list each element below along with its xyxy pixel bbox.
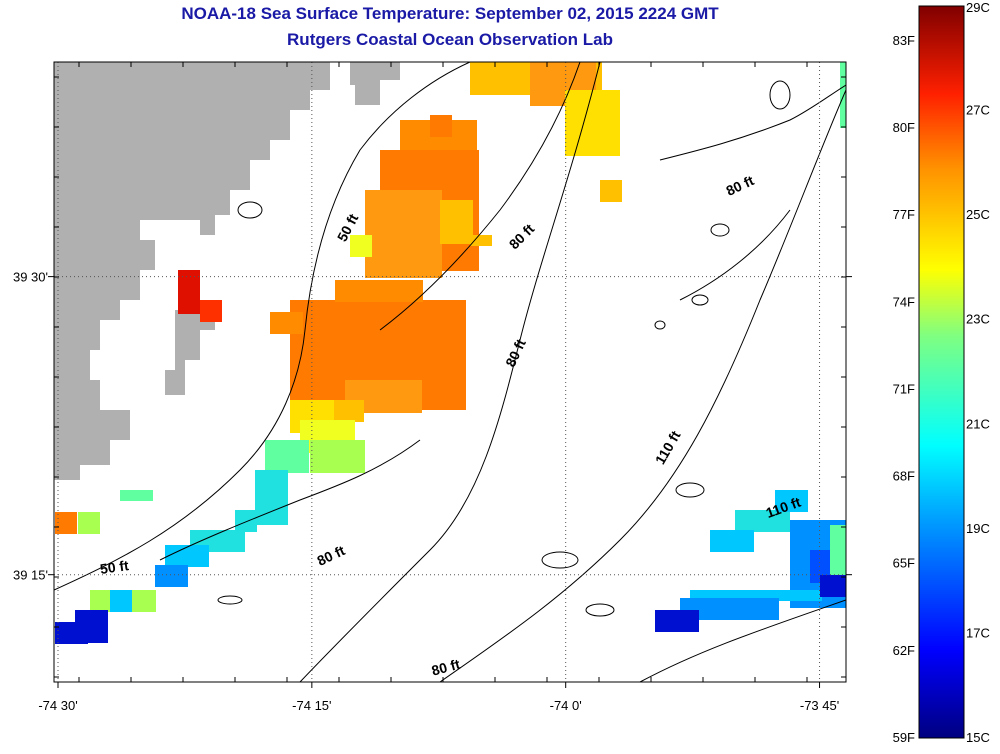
bathymetry-contours — [54, 62, 846, 682]
y-tick-label: 39 30' — [13, 270, 48, 285]
land-cape — [165, 310, 215, 395]
graticule — [54, 62, 846, 682]
x-tick-label: -74 0' — [550, 698, 582, 713]
colorbar-fahrenheit-label: 83F — [893, 33, 915, 48]
colorbar-celsius-label: 17C — [966, 625, 990, 640]
y-tick-label: 39 15' — [13, 568, 48, 583]
colorbar-celsius-label: 15C — [966, 730, 990, 745]
colorbar-fahrenheit-label: 62F — [893, 643, 915, 658]
colorbar-celsius-label: 23C — [966, 312, 990, 327]
x-tick-label: -74 30' — [38, 698, 77, 713]
x-tick-label: -73 45' — [800, 698, 839, 713]
colorbar-celsius-label: 25C — [966, 207, 990, 222]
colorbar-fahrenheit-label: 80F — [893, 120, 915, 135]
colorbar-celsius-label: 19C — [966, 521, 990, 536]
x-tick-label: -74 15' — [292, 698, 331, 713]
colorbar-fahrenheit-label: 65F — [893, 556, 915, 571]
land-north — [350, 62, 400, 105]
depth-label: 50 ft — [99, 557, 130, 577]
colorbar-fahrenheit-label: 77F — [893, 207, 915, 222]
colorbar-celsius-label: 27C — [966, 103, 990, 118]
contour-islands — [217, 80, 791, 617]
sst-cells — [55, 62, 846, 644]
colorbar-fahrenheit-label: 71F — [893, 381, 915, 396]
map-subtitle: Rutgers Coastal Ocean Observation Lab — [287, 30, 613, 49]
land-mass — [54, 62, 330, 480]
colorbar-fahrenheit-label: 68F — [893, 469, 915, 484]
colorbar-celsius-label: 21C — [966, 416, 990, 431]
depth-label: 80 ft — [430, 656, 462, 679]
colorbar-celsius-label: 29C — [966, 0, 990, 15]
colorbar-fahrenheit-label: 74F — [893, 294, 915, 309]
colorbar — [918, 5, 965, 739]
plot-frame — [53, 61, 847, 683]
map-title: NOAA-18 Sea Surface Temperature: Septemb… — [181, 4, 719, 23]
colorbar-fahrenheit-label: 59F — [893, 730, 915, 745]
